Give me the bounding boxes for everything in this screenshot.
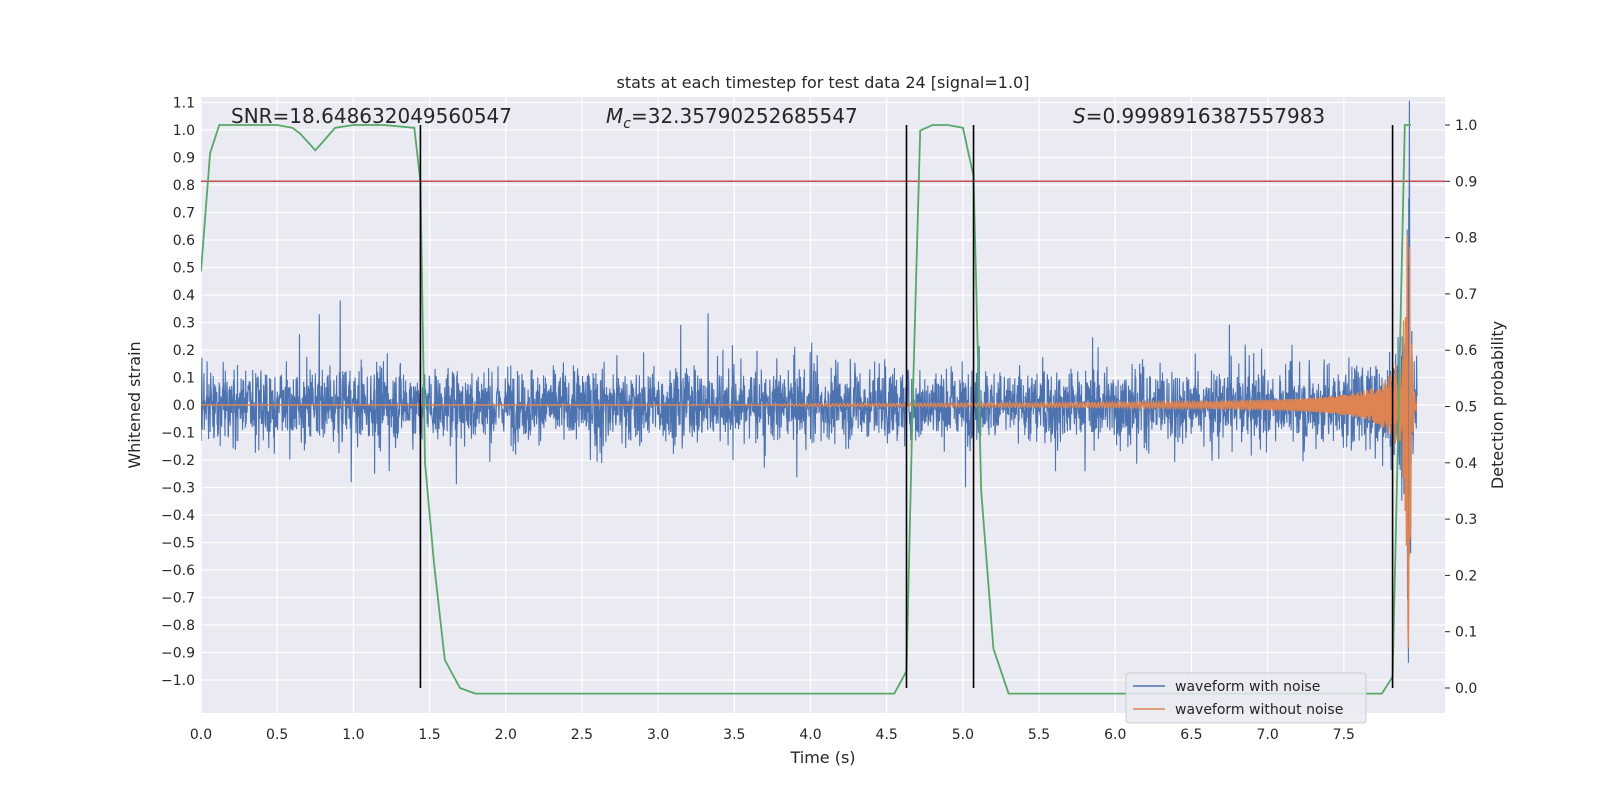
chirp-mass-annotation: Mc=32.35790252685547 — [606, 104, 858, 132]
x-tick-label: 1.5 — [418, 727, 440, 743]
series-waveform-with-noise — [201, 100, 1418, 663]
chart-title: stats at each timestep for test data 24 … — [617, 73, 1030, 92]
y2-tick-label: 0.2 — [1455, 568, 1477, 584]
chirp-mass-subscript: c — [623, 116, 631, 132]
y-tick-label: −1.0 — [161, 673, 195, 689]
series-waveform-without-noise — [201, 235, 1418, 648]
y-tick-label: 0.5 — [173, 261, 195, 277]
y-tick-label: 0.7 — [173, 206, 195, 222]
snr-annotation: SNR=18.648632049560547 — [231, 104, 512, 128]
y-tick-label: −0.1 — [161, 426, 195, 442]
y2-tick-label: 0.9 — [1455, 174, 1477, 190]
s-annotation: S=0.9998916387557983 — [1073, 104, 1325, 128]
x-tick-label: 3.5 — [723, 727, 745, 743]
x-tick-label: 3.0 — [647, 727, 669, 743]
x-tick-label: 7.5 — [1333, 727, 1355, 743]
y-tick-label: 0.6 — [173, 233, 195, 249]
y-tick-label: 0.2 — [173, 343, 195, 359]
y-tick-label: −0.7 — [161, 591, 195, 607]
y-tick-label: −0.8 — [161, 618, 195, 634]
x-tick-label: 7.0 — [1256, 727, 1278, 743]
y2-tick-label: 0.8 — [1455, 231, 1477, 247]
y2-tick-label: 0.3 — [1455, 512, 1477, 528]
y-tick-label: 1.1 — [173, 96, 195, 112]
s-value: =0.9998916387557983 — [1086, 104, 1325, 128]
y-tick-label: −0.2 — [161, 453, 195, 469]
x-tick-label: 2.0 — [495, 727, 517, 743]
y2-tick-label: 0.1 — [1455, 625, 1477, 641]
legend-box — [1125, 672, 1367, 724]
series-detection-probability — [201, 124, 1411, 695]
y-tick-label: 1.0 — [173, 123, 195, 139]
y-tick-label: 0.9 — [173, 151, 195, 167]
legend: waveform with noise waveform without noi… — [1125, 672, 1367, 724]
x-tick-label: 4.5 — [876, 727, 898, 743]
x-tick-label: 6.5 — [1180, 727, 1202, 743]
y2-tick-label: 1.0 — [1455, 118, 1477, 134]
chirp-mass-symbol: M — [606, 104, 623, 128]
y2-tick-label: 0.4 — [1455, 456, 1477, 472]
x-tick-label: 2.5 — [571, 727, 593, 743]
y2-tick-label: 0.6 — [1455, 343, 1477, 359]
x-tick-label: 0.5 — [266, 727, 288, 743]
legend-label-noise: waveform with noise — [1175, 679, 1320, 695]
y-tick-label: 0.3 — [173, 316, 195, 332]
y-tick-label: 0.0 — [173, 398, 195, 414]
y-tick-label: 0.1 — [173, 371, 195, 387]
x-tick-label: 5.0 — [952, 727, 974, 743]
s-symbol: S — [1073, 104, 1086, 128]
y-tick-label: −0.3 — [161, 481, 195, 497]
y2-tick-label: 0.0 — [1455, 681, 1477, 697]
y-tick-label: −0.6 — [161, 563, 195, 579]
y2-tick-label: 0.7 — [1455, 287, 1477, 303]
y-axis-label: Whitened strain — [125, 341, 144, 468]
y2-axis-label: Detection probability — [1488, 321, 1507, 489]
x-tick-label: 4.0 — [799, 727, 821, 743]
y-tick-label: −0.4 — [161, 508, 195, 524]
x-tick-label: 6.0 — [1104, 727, 1126, 743]
chirp-mass-value: =32.35790252685547 — [631, 104, 858, 128]
plot-area — [201, 100, 1445, 695]
y-tick-label: −0.5 — [161, 536, 195, 552]
y-tick-label: −0.9 — [161, 646, 195, 662]
x-axis-label: Time (s) — [789, 748, 855, 767]
legend-label-clean: waveform without noise — [1175, 702, 1343, 718]
axes: 0.0 0.5 1.0 1.5 2.0 2.5 3.0 3.5 4.0 4.5 5.0 5.5 6.0 6… — [161, 96, 1477, 744]
y-tick-label: 0.8 — [173, 178, 195, 194]
x-tick-label: 1.0 — [342, 727, 364, 743]
x-tick-label: 0.0 — [190, 727, 212, 743]
y2-tick-label: 0.5 — [1455, 400, 1477, 416]
x-tick-label: 5.5 — [1028, 727, 1050, 743]
y-tick-label: 0.4 — [173, 288, 195, 304]
